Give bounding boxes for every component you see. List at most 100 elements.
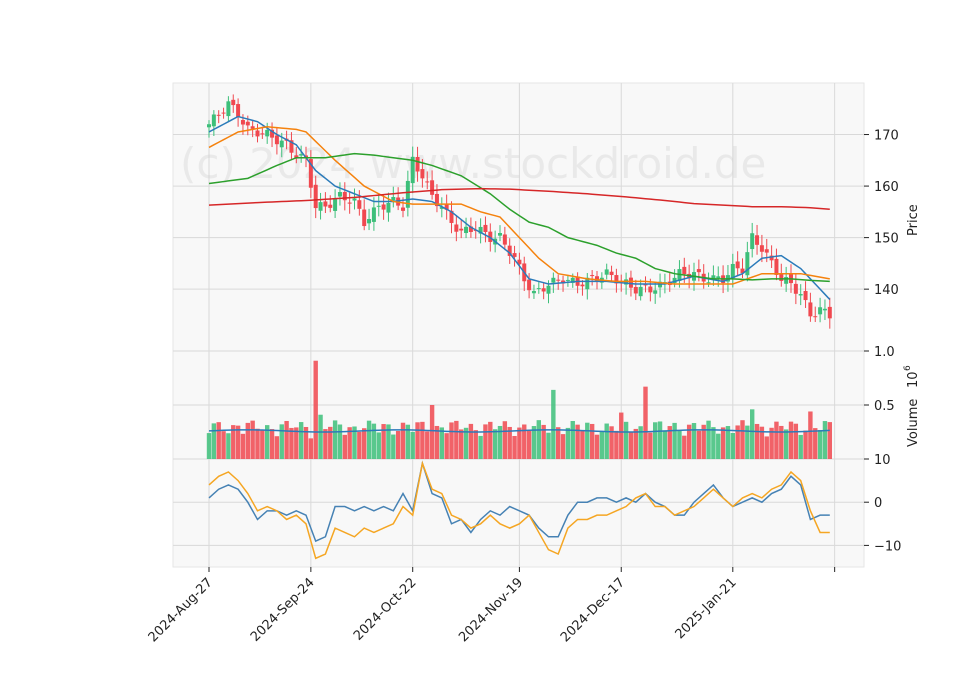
volume-bar [730,432,735,459]
volume-bar [240,433,246,459]
volume-bar [381,424,386,459]
volume-bar [817,430,823,459]
candle-body [541,288,546,292]
candle-body [216,114,221,116]
volume-bar [410,431,415,459]
candle-body [536,288,541,290]
candle-body [318,202,323,211]
volume-bar [294,427,299,459]
candle-body [270,129,275,138]
candle-body [633,286,638,294]
candle-body [328,204,333,208]
candle-body [376,205,381,207]
candle-body [822,308,827,311]
volume-bar [735,425,740,459]
candle-body [517,259,522,265]
volume-bar [706,420,711,459]
volume-bar [221,431,226,459]
volume-bar [235,425,241,459]
candle-body [764,249,769,253]
volume-bar [614,430,619,459]
candle-body [711,275,716,280]
volume-bar [633,428,638,459]
volume-bar [783,429,789,459]
volume-bar [497,425,503,459]
volume-bar [803,430,808,459]
volume-bar [332,420,338,459]
volume-bar [662,430,668,459]
candle-body [231,99,236,106]
volume-bar [502,421,508,459]
candle-body [784,277,789,284]
candle-body [430,180,435,195]
candle-body [779,273,784,281]
candle-body [274,135,279,145]
osc-tick-label: 0 [874,496,882,511]
candle-body [362,209,367,227]
candle-body [706,282,711,284]
volume-bar [328,426,333,459]
candle-body [759,245,764,252]
candle-body [420,169,425,179]
volume-bar [798,434,803,459]
volume-bar [711,427,716,459]
candle-body [386,202,391,213]
volume-bar [764,436,769,459]
volume-bar [546,432,551,459]
volume-bar [473,430,478,459]
oscillator-lines [208,460,830,560]
volume-bar [211,423,217,459]
x-tick-label: 2024-Oct-22 [351,575,419,643]
volume-bar [638,426,643,459]
volume-bar [420,421,425,459]
candle-body [464,226,469,234]
candle-body [595,276,599,281]
volume-bar [604,423,609,459]
moving-averages [208,115,831,300]
volume-bar [589,423,595,459]
volume-bar [415,422,420,459]
x-tick-label: 2024-Aug-27 [146,575,216,645]
volume-bar [429,405,435,459]
volume-bar [265,425,270,459]
volume-bar [454,420,459,459]
candle-body [653,290,658,294]
candle-body [672,277,677,284]
volume-bar [439,427,444,459]
ma-line-4 [208,187,830,211]
volume-bar [391,434,396,459]
volume-bar [342,434,347,459]
volume-bar [619,412,624,459]
volume-bar [580,430,585,459]
volume-bar [512,435,517,459]
candle-body [347,202,352,204]
volume-bar [827,422,832,459]
volume-bar [400,422,406,459]
volume-bar [357,431,362,459]
volume-bar [255,428,260,459]
volume-bar [289,427,294,459]
candle-body [333,198,338,211]
candle-body [609,271,614,276]
candle-body [827,306,832,319]
volume-bar [682,435,687,459]
candle-body [774,258,779,275]
volume-bar [507,426,512,459]
volume-bar [260,429,265,459]
osc-tick-label: 10 [874,453,891,468]
candle-body [803,290,808,301]
candle-body [405,180,410,208]
volume-bar [594,434,600,459]
candle-body [337,192,342,197]
candle-body [769,255,774,261]
candle-body [352,198,357,201]
candle-body [323,201,328,207]
candle-body [342,192,347,201]
candle-body [570,277,575,283]
candle-body [279,140,284,148]
candle-body [468,226,473,232]
price-axis-title: Price [906,204,921,236]
volume-bar [813,428,818,459]
